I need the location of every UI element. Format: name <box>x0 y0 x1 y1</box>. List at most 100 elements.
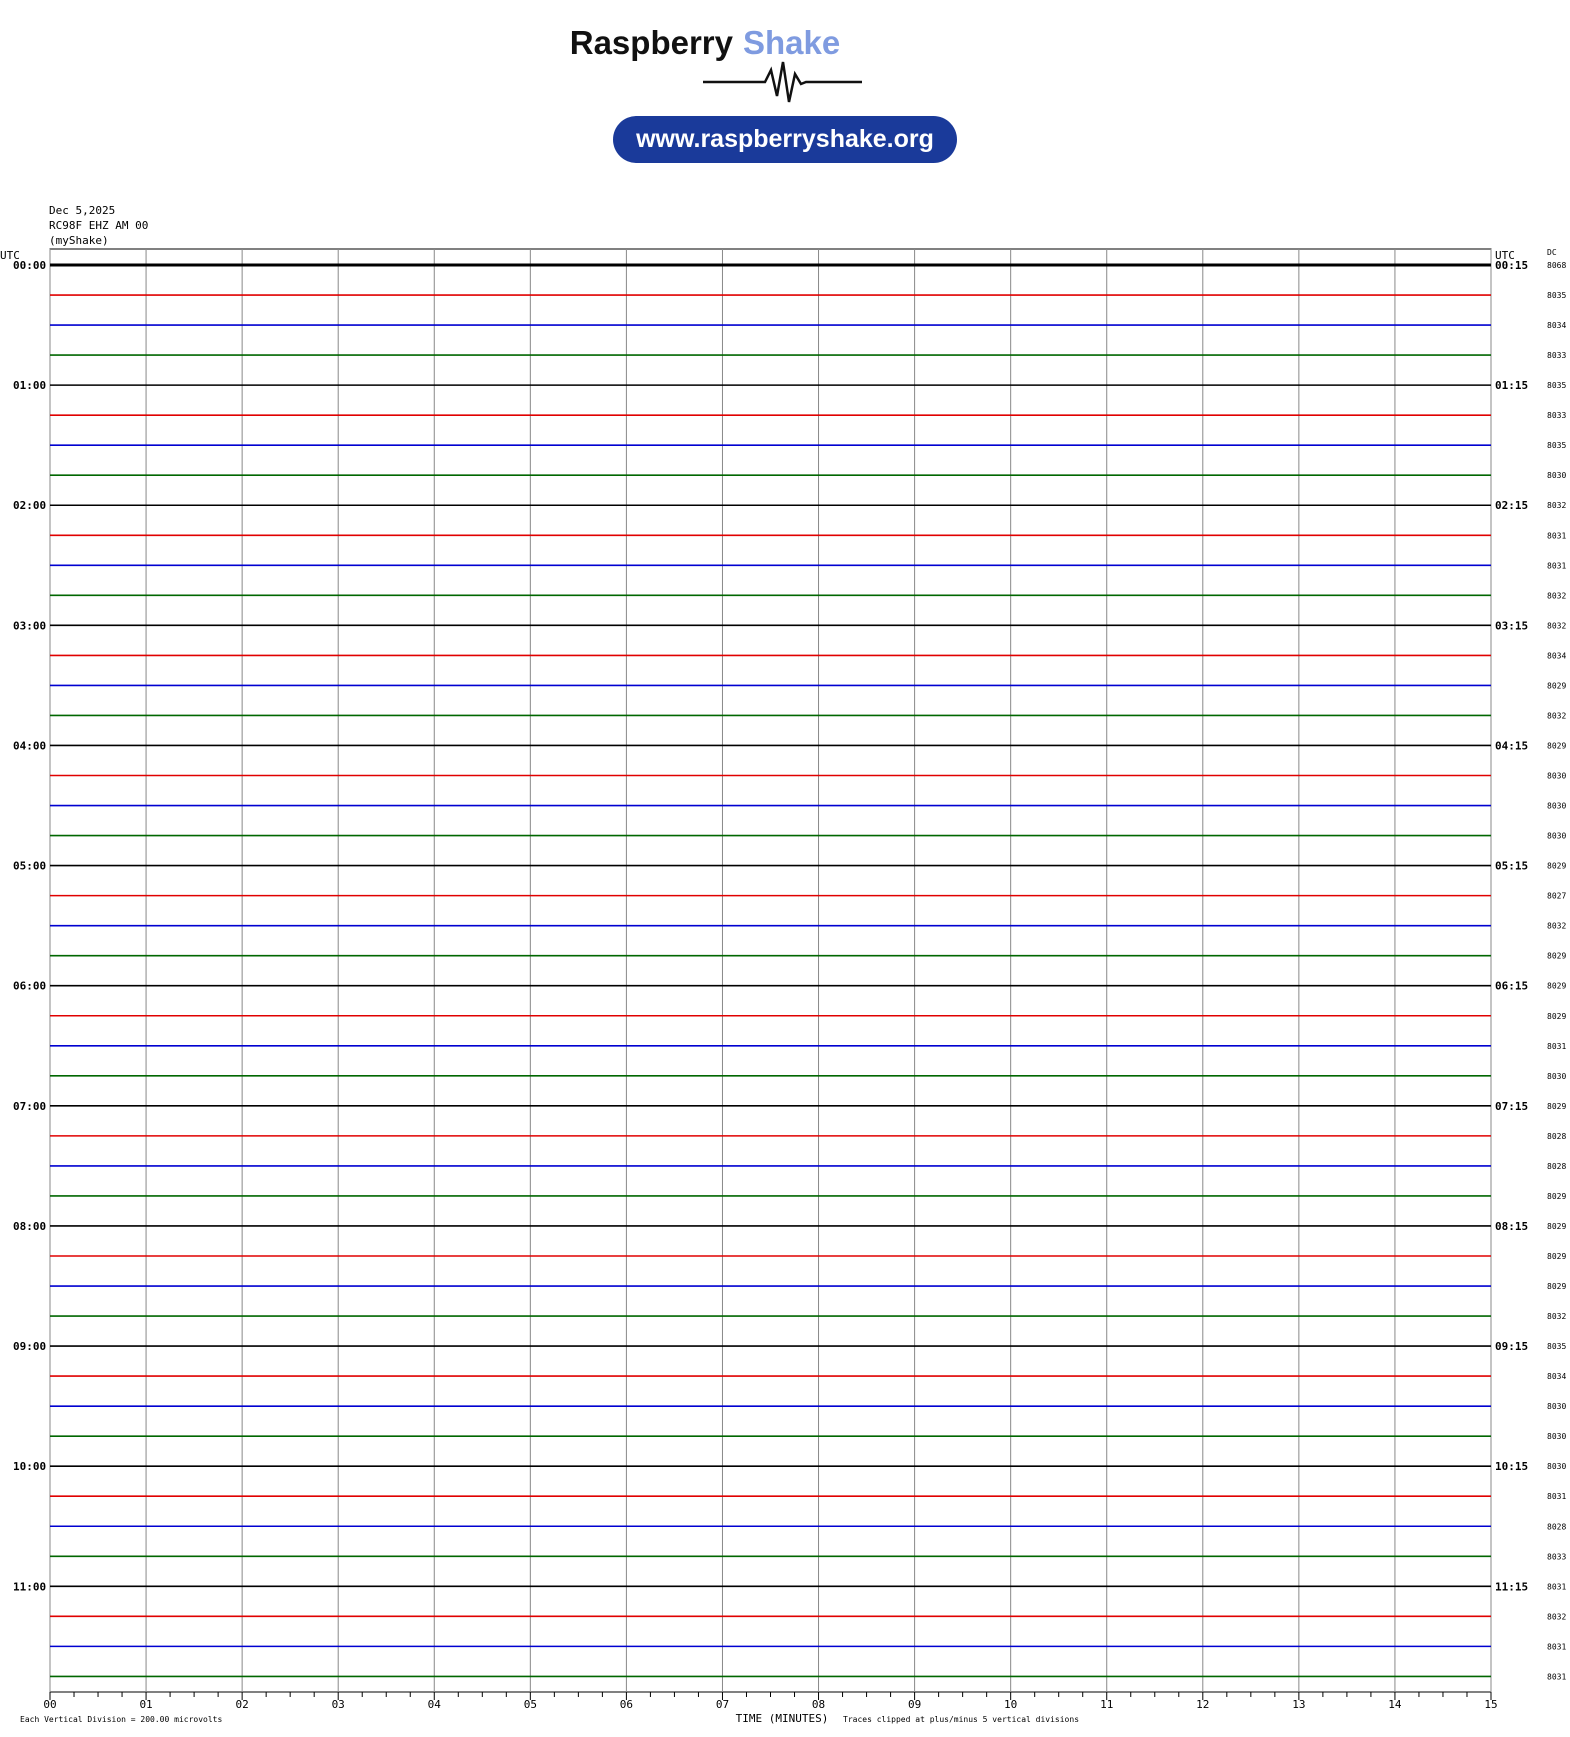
hour-label: 04:00 <box>13 739 46 752</box>
dc-value: 8034 <box>1547 651 1566 660</box>
dc-value: 8029 <box>1547 1102 1566 1111</box>
dc-value: 8031 <box>1547 1042 1566 1051</box>
dc-value: 8032 <box>1547 591 1566 600</box>
hour-label: 08:15 <box>1495 1220 1528 1233</box>
clip-note: Traces clipped at plus/minus 5 vertical … <box>843 1715 1079 1724</box>
dc-value: 8029 <box>1547 681 1566 690</box>
labels: 00 01 02 03 04 05 06 07 08 09 10 11 12 13 14 15 8068 8035… <box>13 259 1566 1711</box>
hour-label: 09:15 <box>1495 1340 1528 1353</box>
dc-value: 8030 <box>1547 772 1566 781</box>
hour-label: 07:00 <box>13 1100 46 1113</box>
x-tick-label: 15 <box>1484 1698 1497 1711</box>
utc-label: UTC <box>1495 249 1515 262</box>
dc-value: 8029 <box>1547 1012 1566 1021</box>
x-tick-label: 13 <box>1292 1698 1305 1711</box>
dc-value: 8028 <box>1547 1132 1566 1141</box>
traces <box>50 263 1491 1678</box>
dc-value: 8029 <box>1547 1222 1566 1231</box>
x-tick-label: 14 <box>1388 1698 1402 1711</box>
hour-label: 05:15 <box>1495 860 1528 873</box>
x-tick-label: 09 <box>908 1698 921 1711</box>
scale-note: Each Vertical Division = 200.00 microvol… <box>20 1715 222 1724</box>
brand-name: Shake <box>743 24 840 61</box>
x-tick-label: 10 <box>1004 1698 1017 1711</box>
dc-value: 8031 <box>1547 1492 1566 1501</box>
dc-value: 8031 <box>1547 531 1566 540</box>
dc-value: 8030 <box>1547 832 1566 841</box>
dc-value: 8029 <box>1547 1192 1566 1201</box>
hour-label: 06:00 <box>13 980 46 993</box>
hour-label: 09:00 <box>13 1340 46 1353</box>
logo-wave <box>703 61 862 103</box>
dc-value: 8031 <box>1547 1582 1566 1591</box>
channel: RC98F EHZ AM 00 <box>49 219 148 232</box>
dc-value: 8032 <box>1547 501 1566 510</box>
hour-label: 00:15 <box>1495 259 1528 272</box>
x-tick-label: 04 <box>428 1698 442 1711</box>
dc-value: 8030 <box>1547 1072 1566 1081</box>
hour-label: 11:15 <box>1495 1580 1528 1593</box>
x-tick-label: 02 <box>236 1698 249 1711</box>
plot-frame <box>49 248 1492 1693</box>
dc-value: 8032 <box>1547 711 1566 720</box>
dc-value: 8033 <box>1547 411 1566 420</box>
x-tick-label: 11 <box>1100 1698 1113 1711</box>
url-pill[interactable] <box>613 116 957 163</box>
hour-label: 02:00 <box>13 499 46 512</box>
dc-value: 8035 <box>1547 441 1566 450</box>
hour-label: 10:15 <box>1495 1460 1528 1473</box>
x-tick-label: 01 <box>139 1698 152 1711</box>
dc-value: 8029 <box>1547 1282 1566 1291</box>
dc-value: 8032 <box>1547 1312 1566 1321</box>
utc-label: UTC <box>0 249 20 262</box>
dc-label: DC <box>1547 248 1557 257</box>
brand-name: Raspberry <box>570 24 734 61</box>
url[interactable]: www.raspberryshake.org <box>635 125 934 153</box>
dc-value: 8030 <box>1547 471 1566 480</box>
x-tick-label: 12 <box>1196 1698 1209 1711</box>
hour-label: 10:00 <box>13 1460 46 1473</box>
dc-value: 8032 <box>1547 1612 1566 1621</box>
dc-value: 8027 <box>1547 892 1566 901</box>
dc-value: 8031 <box>1547 561 1566 570</box>
dc-value: 8030 <box>1547 1432 1566 1441</box>
hour-label: 07:15 <box>1495 1100 1528 1113</box>
x-tick-label: 00 <box>43 1698 56 1711</box>
dc-value: 8031 <box>1547 1642 1566 1651</box>
x-tick-label: 05 <box>524 1698 537 1711</box>
dc-value: 8028 <box>1547 1522 1566 1531</box>
hour-label: 03:00 <box>13 619 46 632</box>
dc-value: 8033 <box>1547 1552 1566 1561</box>
x-axis-title: TIME (MINUTES) <box>736 1712 829 1725</box>
dc-value: 8035 <box>1547 381 1566 390</box>
dc-value: 8033 <box>1547 351 1566 360</box>
hour-label: 04:15 <box>1495 739 1528 752</box>
hour-label: 00:00 <box>13 259 46 272</box>
network: (myShake) <box>49 234 109 247</box>
dc-value: 8035 <box>1547 1342 1566 1351</box>
dc-value: 8029 <box>1547 741 1566 750</box>
hour-label: 01:00 <box>13 379 46 392</box>
dc-value: 8030 <box>1547 1462 1566 1471</box>
dc-value: 8030 <box>1547 802 1566 811</box>
dc-value: 8028 <box>1547 1162 1566 1171</box>
hour-label: 03:15 <box>1495 619 1528 632</box>
dc-value: 8034 <box>1547 321 1566 330</box>
hour-label: 01:15 <box>1495 379 1528 392</box>
x-tick-label: 08 <box>812 1698 825 1711</box>
dc-value: 8031 <box>1547 1672 1566 1681</box>
hour-label: 08:00 <box>13 1220 46 1233</box>
date: Dec 5,2025 <box>49 204 115 217</box>
dc-value: 8030 <box>1547 1402 1566 1411</box>
hour-label: 06:15 <box>1495 980 1528 993</box>
dc-value: 8032 <box>1547 621 1566 630</box>
x-tick-label: 03 <box>332 1698 345 1711</box>
x-tick-label: 06 <box>620 1698 633 1711</box>
dc-value: 8035 <box>1547 291 1566 300</box>
hour-label: 11:00 <box>13 1580 46 1593</box>
hour-label: 05:00 <box>13 860 46 873</box>
dc-value: 8029 <box>1547 862 1566 871</box>
dc-value: 8034 <box>1547 1372 1566 1381</box>
x-tick-label: 07 <box>716 1698 729 1711</box>
